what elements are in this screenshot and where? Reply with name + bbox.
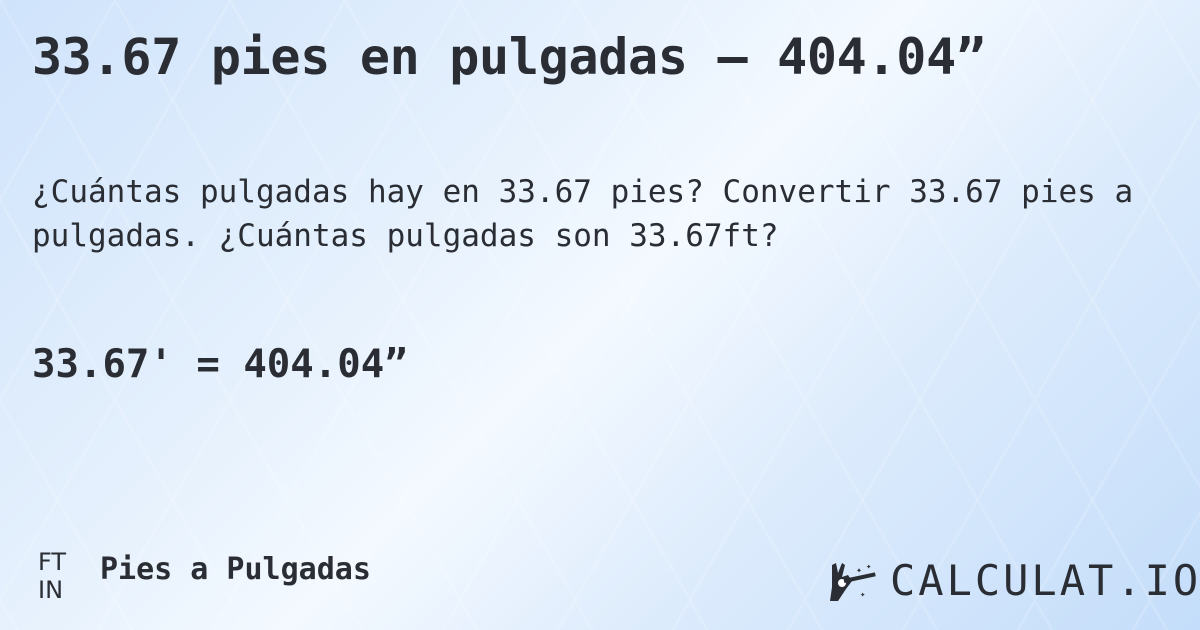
logo-text: CALCULAT.IO: [890, 556, 1200, 605]
svg-text:✦: ✦: [866, 562, 872, 572]
page-title: 33.67 pies en pulgadas — 404.04”: [32, 28, 986, 86]
ft-in-icon: FT IN: [38, 548, 66, 604]
in-label: IN: [38, 576, 64, 604]
ft-label: FT: [38, 548, 67, 576]
converter-name: Pies a Pulgadas: [100, 552, 371, 587]
svg-text:✦: ✦: [860, 590, 866, 600]
svg-text:✦: ✦: [856, 565, 862, 576]
magic-hand-icon: ✦ ✦ ✦: [830, 562, 876, 601]
calculat-logo[interactable]: ✦ ✦ ✦ CALCULAT.IO: [828, 556, 1200, 605]
conversion-result: 33.67' = 404.04”: [32, 342, 408, 387]
description: ¿Cuántas pulgadas hay en 33.67 pies? Con…: [32, 174, 1134, 254]
